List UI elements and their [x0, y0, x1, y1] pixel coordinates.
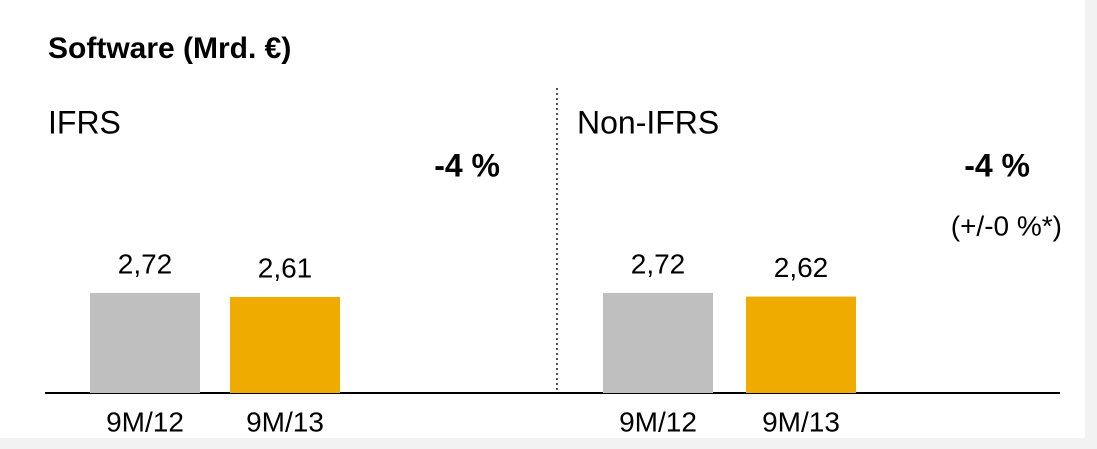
- value-label: 2,62: [774, 252, 829, 283]
- edge: [0, 438, 1097, 449]
- page-title: Software (Mrd. €): [48, 32, 291, 65]
- annotation: -4 %: [434, 147, 500, 183]
- value-label: 2,72: [631, 248, 686, 279]
- bar: [746, 296, 856, 393]
- panel-title: IFRS: [48, 104, 121, 140]
- x-tick-label: 9M/13: [246, 406, 324, 437]
- x-tick-label: 9M/13: [762, 406, 840, 437]
- value-label: 2,61: [258, 252, 313, 283]
- edge: [1085, 0, 1097, 449]
- bar: [90, 292, 200, 393]
- x-tick-label: 9M/12: [619, 406, 697, 437]
- value-label: 2,72: [118, 248, 173, 279]
- bar: [603, 292, 713, 393]
- panel-title: Non-IFRS: [577, 104, 719, 140]
- annotation: -4 %: [964, 147, 1030, 183]
- bar: [230, 296, 340, 393]
- note: (+/-0 %*): [951, 210, 1062, 241]
- x-tick-label: 9M/12: [106, 406, 184, 437]
